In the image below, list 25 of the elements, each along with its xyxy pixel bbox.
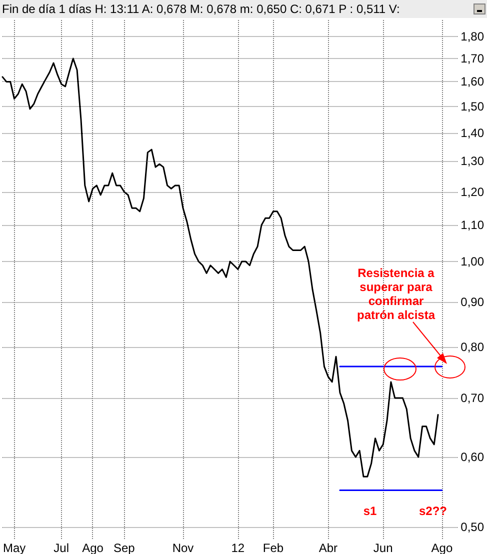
chart-title: Fin de día 1 días H: 13:11 A: 0,678 M: 0,678 m: 0,650 C: 0,671 P : 0,511 V: [2,2,400,16]
y-tick-label: 0,70 [460,391,484,406]
y-tick-label: 0,90 [460,294,484,309]
annotation: s1 [362,504,378,518]
x-tick-label: Abr [318,541,338,554]
x-tick-label: Nov [172,541,194,554]
y-tick-label: 1,70 [460,52,484,66]
x-tick-label: Jun [373,541,393,554]
x-tick-label: 12 [231,541,245,554]
y-tick-label: 0,50 [460,520,484,534]
y-tick-label: 1,50 [460,99,484,114]
annotation: s2?? [418,504,448,518]
y-tick-label: 1,10 [460,218,484,232]
y-tick-label: 1,60 [460,74,484,89]
y-tick-label: 1,80 [460,30,484,44]
line-series [2,58,439,478]
y-tick-label: 0,60 [460,450,484,464]
y-tick-label: 1,20 [460,184,484,199]
x-tick-label: Jul [54,541,70,554]
y-tick-label: 0,80 [460,340,484,354]
annotation: Resistencia a superar para confirmar patrón alcista [356,266,436,322]
y-tick-label: 1,00 [460,254,484,269]
x-tick-label: Feb [262,541,284,554]
y-tick-label: 1,30 [460,154,484,168]
y-tick-label: 1,40 [460,126,484,140]
